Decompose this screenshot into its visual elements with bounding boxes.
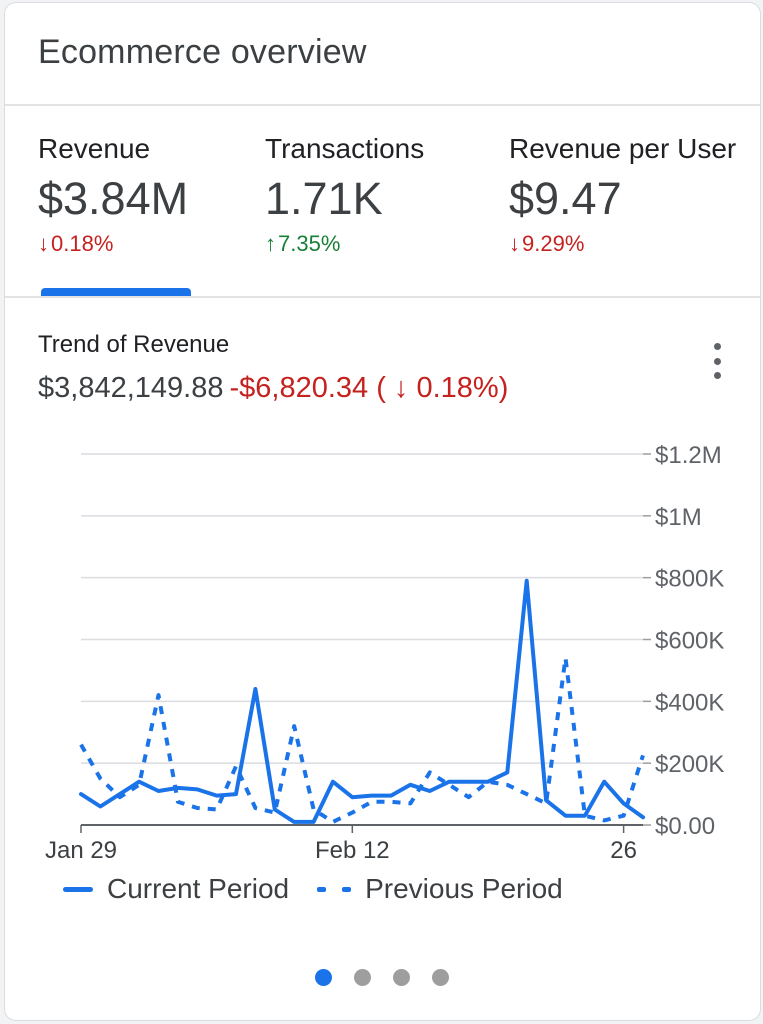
metric-delta: ↑7.35% bbox=[265, 231, 424, 257]
x-tick-label: Jan 29 bbox=[45, 837, 117, 864]
more-vert-icon[interactable] bbox=[705, 341, 729, 381]
x-tick-label: 26 bbox=[610, 837, 637, 864]
y-tick-label: $800K bbox=[655, 566, 724, 593]
y-tick-label: $200K bbox=[655, 751, 724, 778]
trend-total: $3,842,149.88 -$6,820.34 ( ↓ 0.18%) bbox=[38, 372, 508, 405]
arrow-down-icon: ↓ bbox=[38, 231, 49, 256]
arrow-up-icon: ↑ bbox=[265, 231, 276, 256]
legend-item-current[interactable]: Current Period bbox=[63, 873, 289, 905]
ecommerce-overview-card: Ecommerce overview Revenue $3.84M ↓0.18%… bbox=[4, 2, 761, 1021]
menu-dot bbox=[713, 357, 721, 365]
metric-delta-value: 7.35% bbox=[278, 231, 341, 256]
page-indicator bbox=[315, 969, 471, 986]
y-tick-label: $400K bbox=[655, 689, 724, 716]
page-dot[interactable] bbox=[354, 969, 371, 986]
legend-label: Previous Period bbox=[365, 873, 563, 904]
revenue-trend-chart: $0.00 $200K $400K $600K $800K $1M $1.2M Jan 29 F… bbox=[45, 442, 724, 864]
page-dot[interactable] bbox=[393, 969, 410, 986]
legend-swatch-dashed bbox=[317, 886, 352, 892]
y-tick-label: $1.2M bbox=[655, 442, 722, 469]
trend-total-change: -$6,820.34 ( ↓ 0.18%) bbox=[229, 372, 509, 404]
legend-label: Current Period bbox=[107, 873, 290, 904]
metric-delta-value: 0.18% bbox=[51, 231, 114, 256]
metric-tab-revenue-per-user[interactable]: Revenue per User $9.47 ↓9.29% bbox=[509, 133, 736, 257]
metric-value: $3.84M bbox=[38, 173, 189, 224]
metric-tab-revenue[interactable]: Revenue $3.84M ↓0.18% bbox=[38, 133, 188, 257]
series-line-previous-period bbox=[79, 656, 645, 824]
metric-label: Revenue bbox=[38, 133, 151, 164]
metric-delta: ↓0.18% bbox=[38, 231, 188, 257]
header-divider bbox=[5, 104, 760, 106]
card-title: Ecommerce overview bbox=[38, 33, 367, 71]
x-tick-label: Feb 12 bbox=[315, 837, 390, 864]
trend-total-value: $3,842,149.88 bbox=[38, 372, 224, 404]
selected-tab-indicator bbox=[41, 288, 191, 296]
y-tick-label: $600K bbox=[655, 628, 724, 655]
metric-label: Revenue per User bbox=[509, 133, 737, 164]
metric-delta-value: 9.29% bbox=[522, 231, 585, 256]
metric-label: Transactions bbox=[265, 133, 425, 164]
metrics-divider bbox=[5, 296, 760, 298]
menu-dot bbox=[713, 343, 721, 350]
page-dot[interactable] bbox=[315, 969, 332, 986]
menu-dot bbox=[713, 372, 721, 379]
chart-legend: Current Period Previous Period bbox=[63, 873, 591, 905]
metric-tab-transactions[interactable]: Transactions 1.71K ↑7.35% bbox=[265, 133, 424, 257]
arrow-down-icon: ↓ bbox=[509, 231, 520, 256]
y-tick-label: $0.00 bbox=[655, 813, 715, 840]
metric-value: 1.71K bbox=[265, 173, 383, 224]
metric-value: $9.47 bbox=[509, 173, 622, 224]
metric-delta: ↓9.29% bbox=[509, 231, 736, 257]
y-tick-label: $1M bbox=[655, 504, 702, 531]
trend-title: Trend of Revenue bbox=[38, 331, 230, 358]
page-dot[interactable] bbox=[432, 969, 449, 986]
legend-swatch-solid bbox=[63, 886, 93, 892]
legend-item-previous[interactable]: Previous Period bbox=[317, 873, 563, 905]
